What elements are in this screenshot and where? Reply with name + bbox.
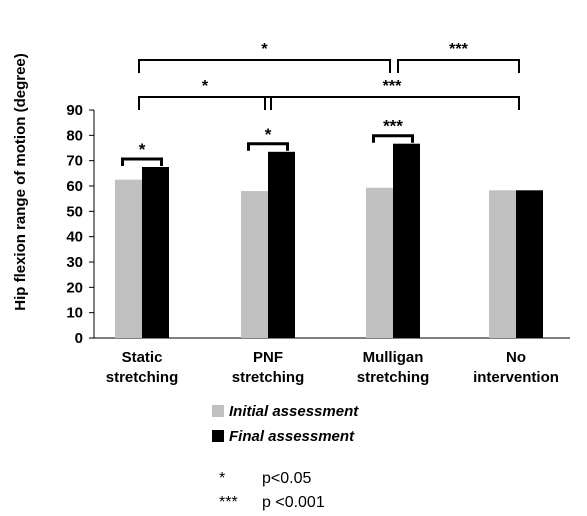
y-tick-label: 0 [75,330,83,347]
legend-swatch [212,405,224,417]
bars [115,143,543,338]
between-group-bracket [264,96,520,110]
between-group-bracket [138,96,272,110]
bar-final-3 [516,190,543,338]
within-group-bracket [121,157,163,166]
significance-label: *** [449,41,468,58]
x-tick-label: stretching [106,369,179,386]
significance-label: *** [383,78,402,95]
bar-initial-3 [489,190,516,338]
bar-final-1 [268,151,295,338]
significance-label: * [202,78,209,95]
bar-initial-1 [241,191,268,338]
x-tick-label: PNF [253,349,283,366]
within-group-bracket [247,142,289,151]
sig-legend-text: p<0.05 [262,470,311,487]
bar-final-0 [142,167,169,338]
y-tick-label: 30 [66,254,83,271]
significance-brackets: ** **** **** *** [121,41,520,166]
y-tick-label: 90 [66,102,83,119]
x-tick-label: Mulligan [363,349,424,366]
legend-label: Final assessment [229,428,355,445]
bar-initial-2 [366,187,393,338]
y-tick-label: 40 [66,229,83,246]
x-tick-label: No [506,349,526,366]
x-tick-label: stretching [357,369,430,386]
legend-swatch [212,430,224,442]
legend: Initial assessment Final assessment * p<0.0… [212,403,359,511]
y-tick-label: 80 [66,127,83,144]
bar-final-2 [393,143,420,338]
sig-legend-symbol: *** [219,494,238,511]
y-axis-label: Hip flexion range of motion (degree) [12,53,29,311]
significance-label: * [139,140,146,159]
x-tick-label: stretching [232,369,305,386]
axes: 0 10 20 30 40 50 60 70 80 90 Hip flexion range of … [12,53,570,386]
legend-label: Initial assessment [229,403,359,420]
y-tick-label: 20 [66,279,83,296]
sig-legend-text: p <0.001 [262,494,325,511]
bar-initial-0 [115,179,142,338]
y-tick-label: 10 [66,305,83,322]
between-group-bracket [397,59,520,73]
between-group-bracket [138,59,391,73]
within-group-bracket [372,134,414,143]
significance-label: *** [383,117,403,136]
x-tick-label: intervention [473,369,559,386]
y-tick-label: 70 [66,153,83,170]
significance-label: * [265,125,272,144]
x-tick-label: Static [122,349,163,366]
sig-legend-symbol: * [219,470,225,487]
y-tick-label: 50 [66,203,83,220]
significance-label: * [261,41,268,58]
y-tick-label: 60 [66,178,83,195]
